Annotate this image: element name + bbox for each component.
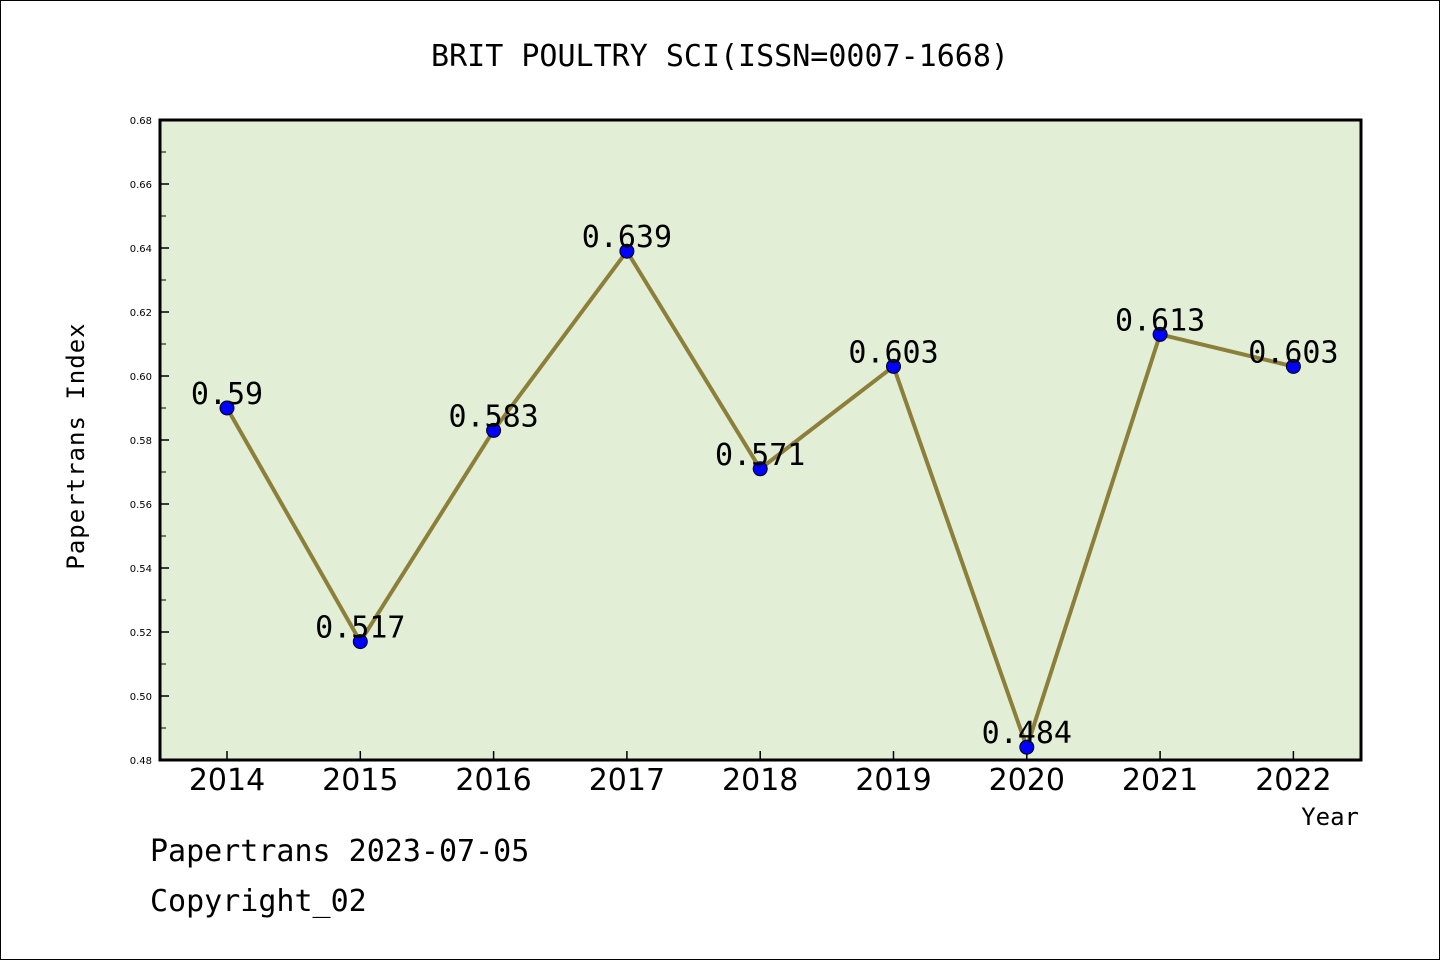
x-axis-label: Year [1301,803,1359,831]
footer-copyright: Copyright_02 [150,884,367,919]
footer-date: Papertrans 2023-07-05 [150,834,530,869]
data-point [1285,358,1301,374]
data-label: 0.583 [448,399,538,434]
y-tick-label: 0.56 [130,500,152,511]
y-tick-label: 0.52 [130,628,152,639]
data-label: 0.639 [582,220,672,255]
data-point [1152,326,1168,342]
plot-border [158,118,1363,762]
chart-title: BRIT POULTRY SCI(ISSN=0007-1668) [431,39,1009,74]
data-label: 0.571 [715,438,805,473]
y-tick-label: 0.64 [130,244,152,255]
data-label: 0.603 [848,335,938,370]
y-axis-label: Papertrans Index [62,322,90,569]
y-tick-label: 0.50 [130,692,152,703]
y-tick-label: 0.54 [130,564,152,575]
x-tick-label: 2020 [989,763,1065,798]
data-point [1019,739,1035,755]
plot-area [160,120,1361,760]
data-label: 0.603 [1248,335,1338,370]
x-tick-label: 2015 [322,763,398,798]
x-tick-label: 2021 [1122,763,1198,798]
x-tick-label: 2022 [1255,763,1331,798]
data-label: 0.517 [315,611,405,646]
data-point [619,243,635,259]
data-point [752,461,768,477]
x-tick-label: 2014 [189,763,265,798]
x-tick-label: 2016 [455,763,531,798]
y-tick-label: 0.62 [130,308,152,319]
y-tick-label: 0.60 [130,372,152,383]
y-tick-label: 0.58 [130,436,152,447]
data-label: 0.59 [191,377,263,412]
x-tick-label: 2019 [855,763,931,798]
y-tick-label: 0.48 [130,756,152,767]
data-point [352,634,368,650]
data-point [886,358,901,374]
x-tick-label: 2018 [722,763,798,798]
y-tick-label: 0.68 [130,116,152,127]
data-point [486,422,502,438]
data-point [219,400,235,416]
data-label: 0.613 [1115,303,1205,338]
y-tick-label: 0.66 [130,180,152,191]
data-label: 0.484 [982,716,1072,751]
x-tick-label: 2017 [589,763,665,798]
